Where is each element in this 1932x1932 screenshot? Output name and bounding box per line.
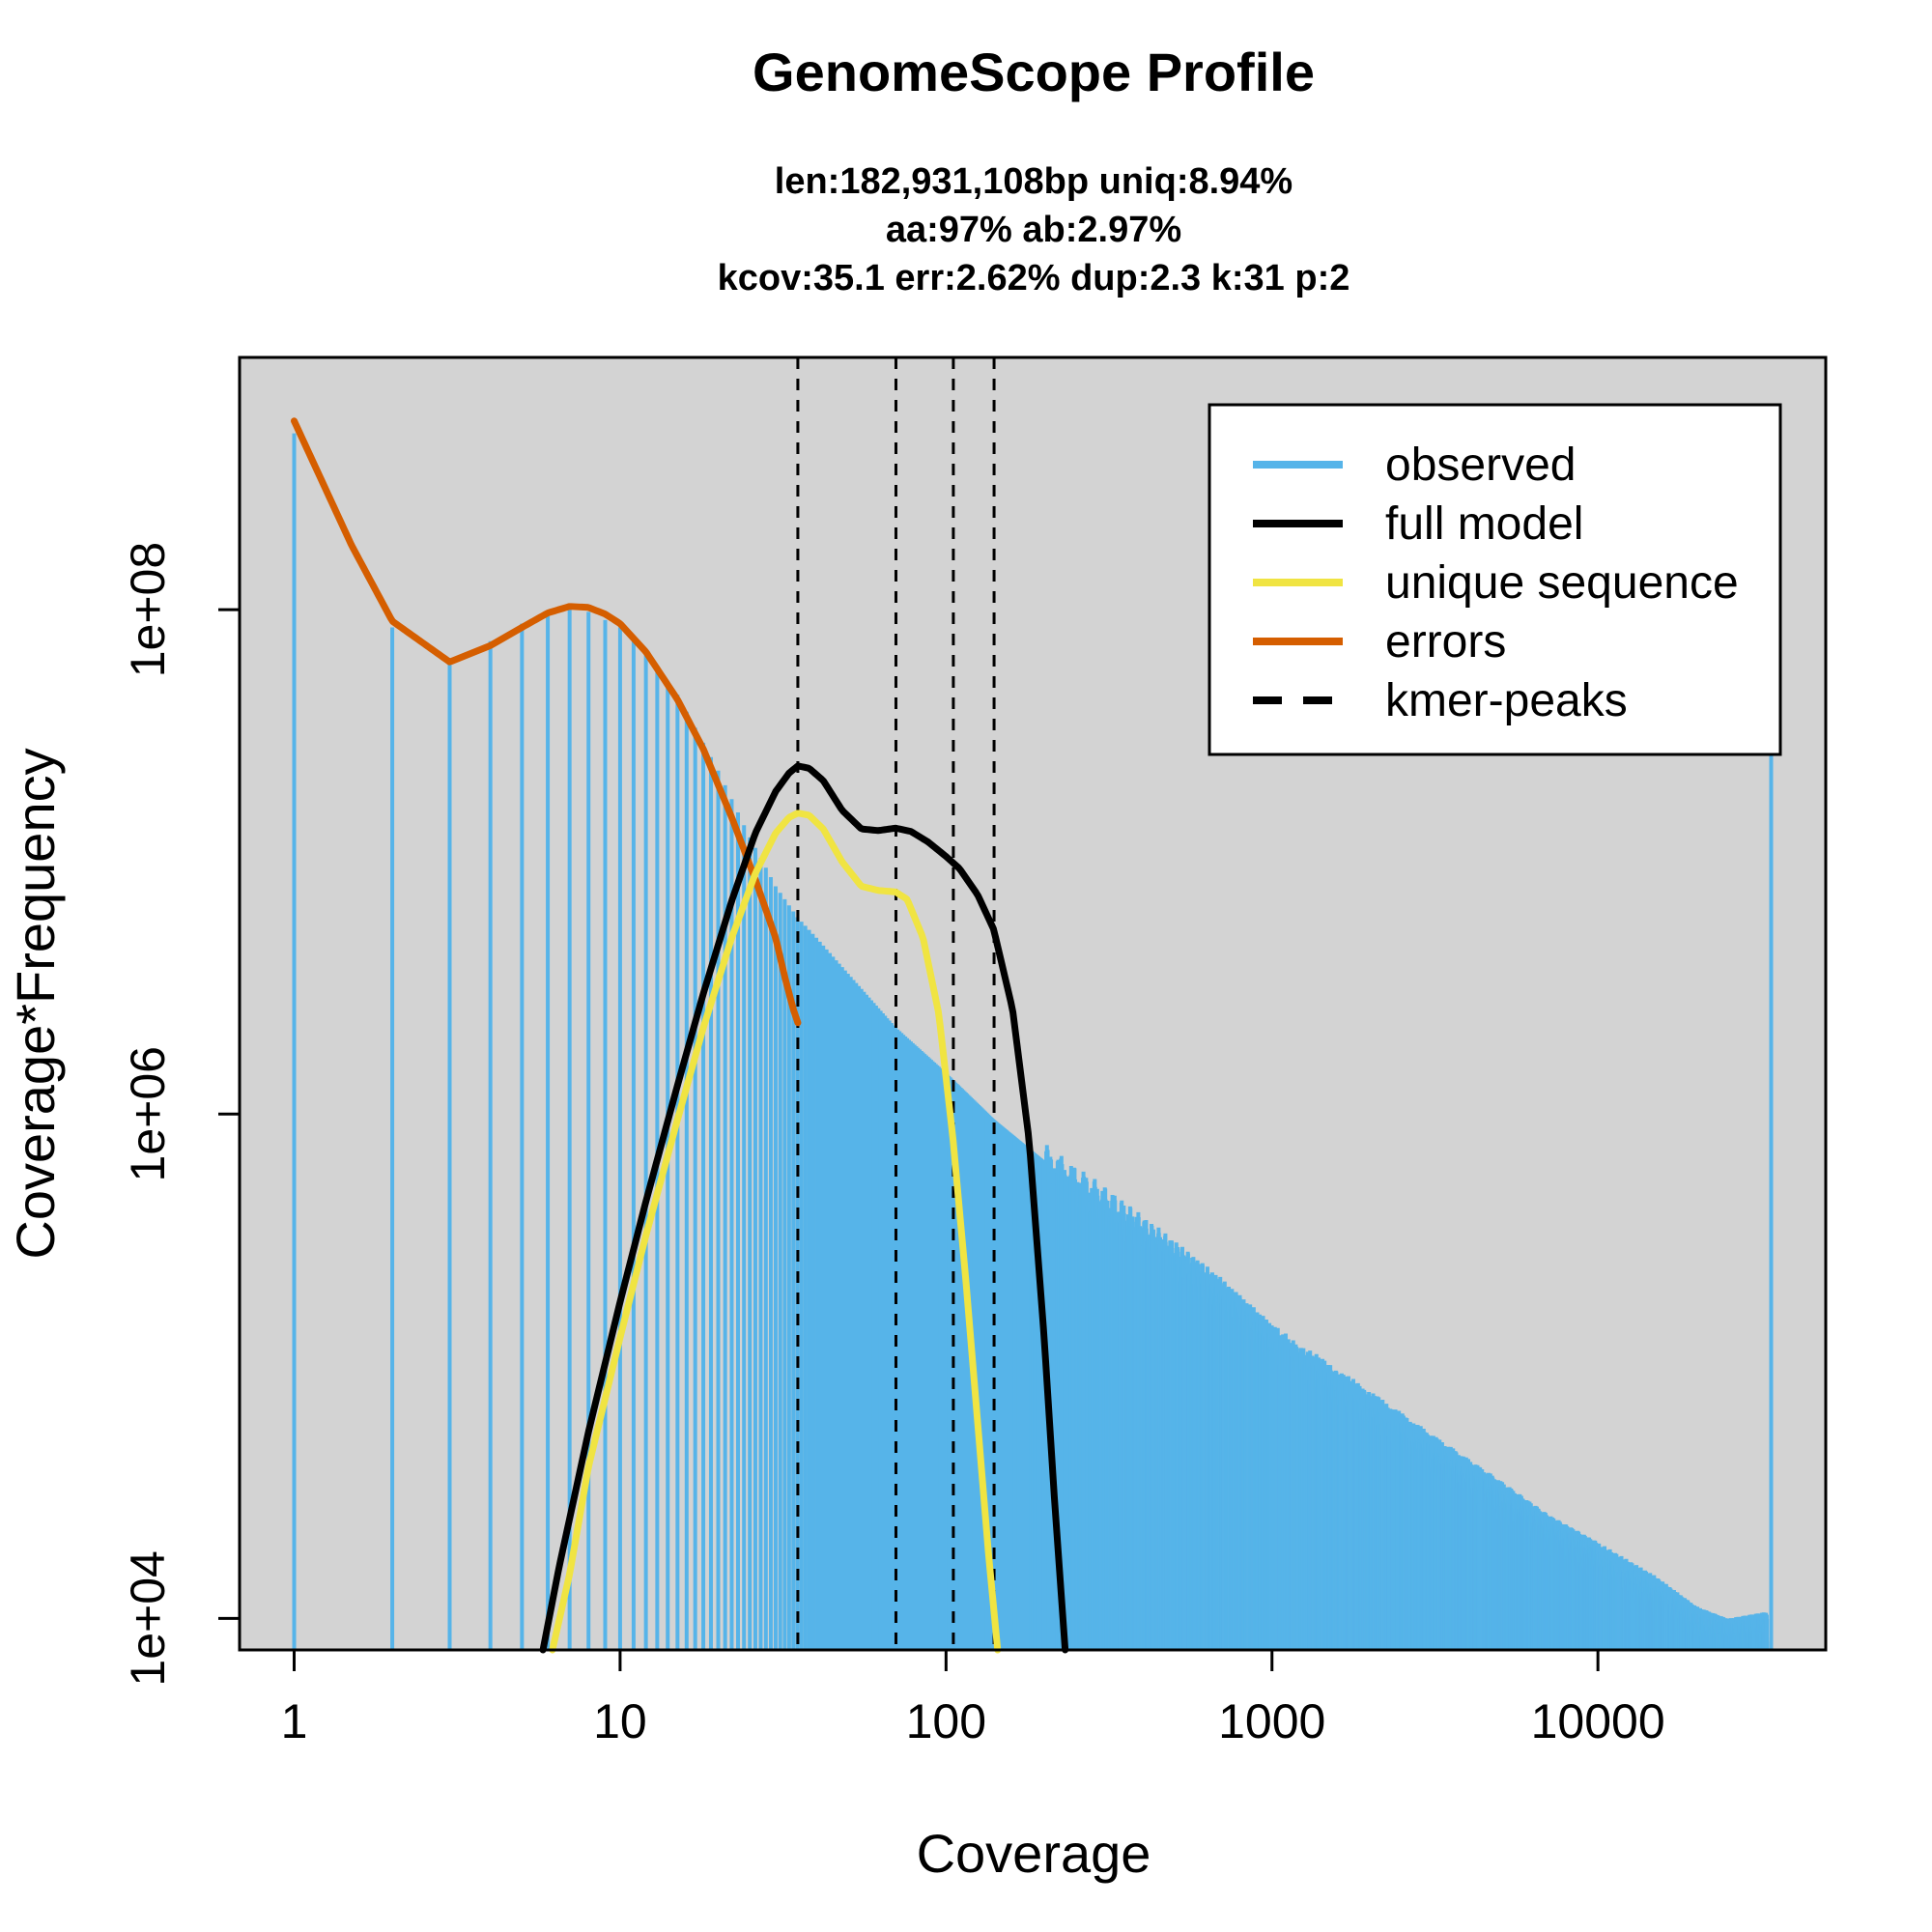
- chart-subtitle-line-2: aa:97% ab:2.97%: [886, 210, 1181, 250]
- chart-subtitle-line-3: kcov:35.1 err:2.62% dup:2.3 k:31 p:2: [718, 258, 1350, 298]
- chart-subtitle-line-1: len:182,931,108bp uniq:8.94%: [775, 161, 1293, 202]
- chart-title: GenomeScope Profile: [753, 42, 1315, 102]
- observed-series: [292, 433, 1774, 1650]
